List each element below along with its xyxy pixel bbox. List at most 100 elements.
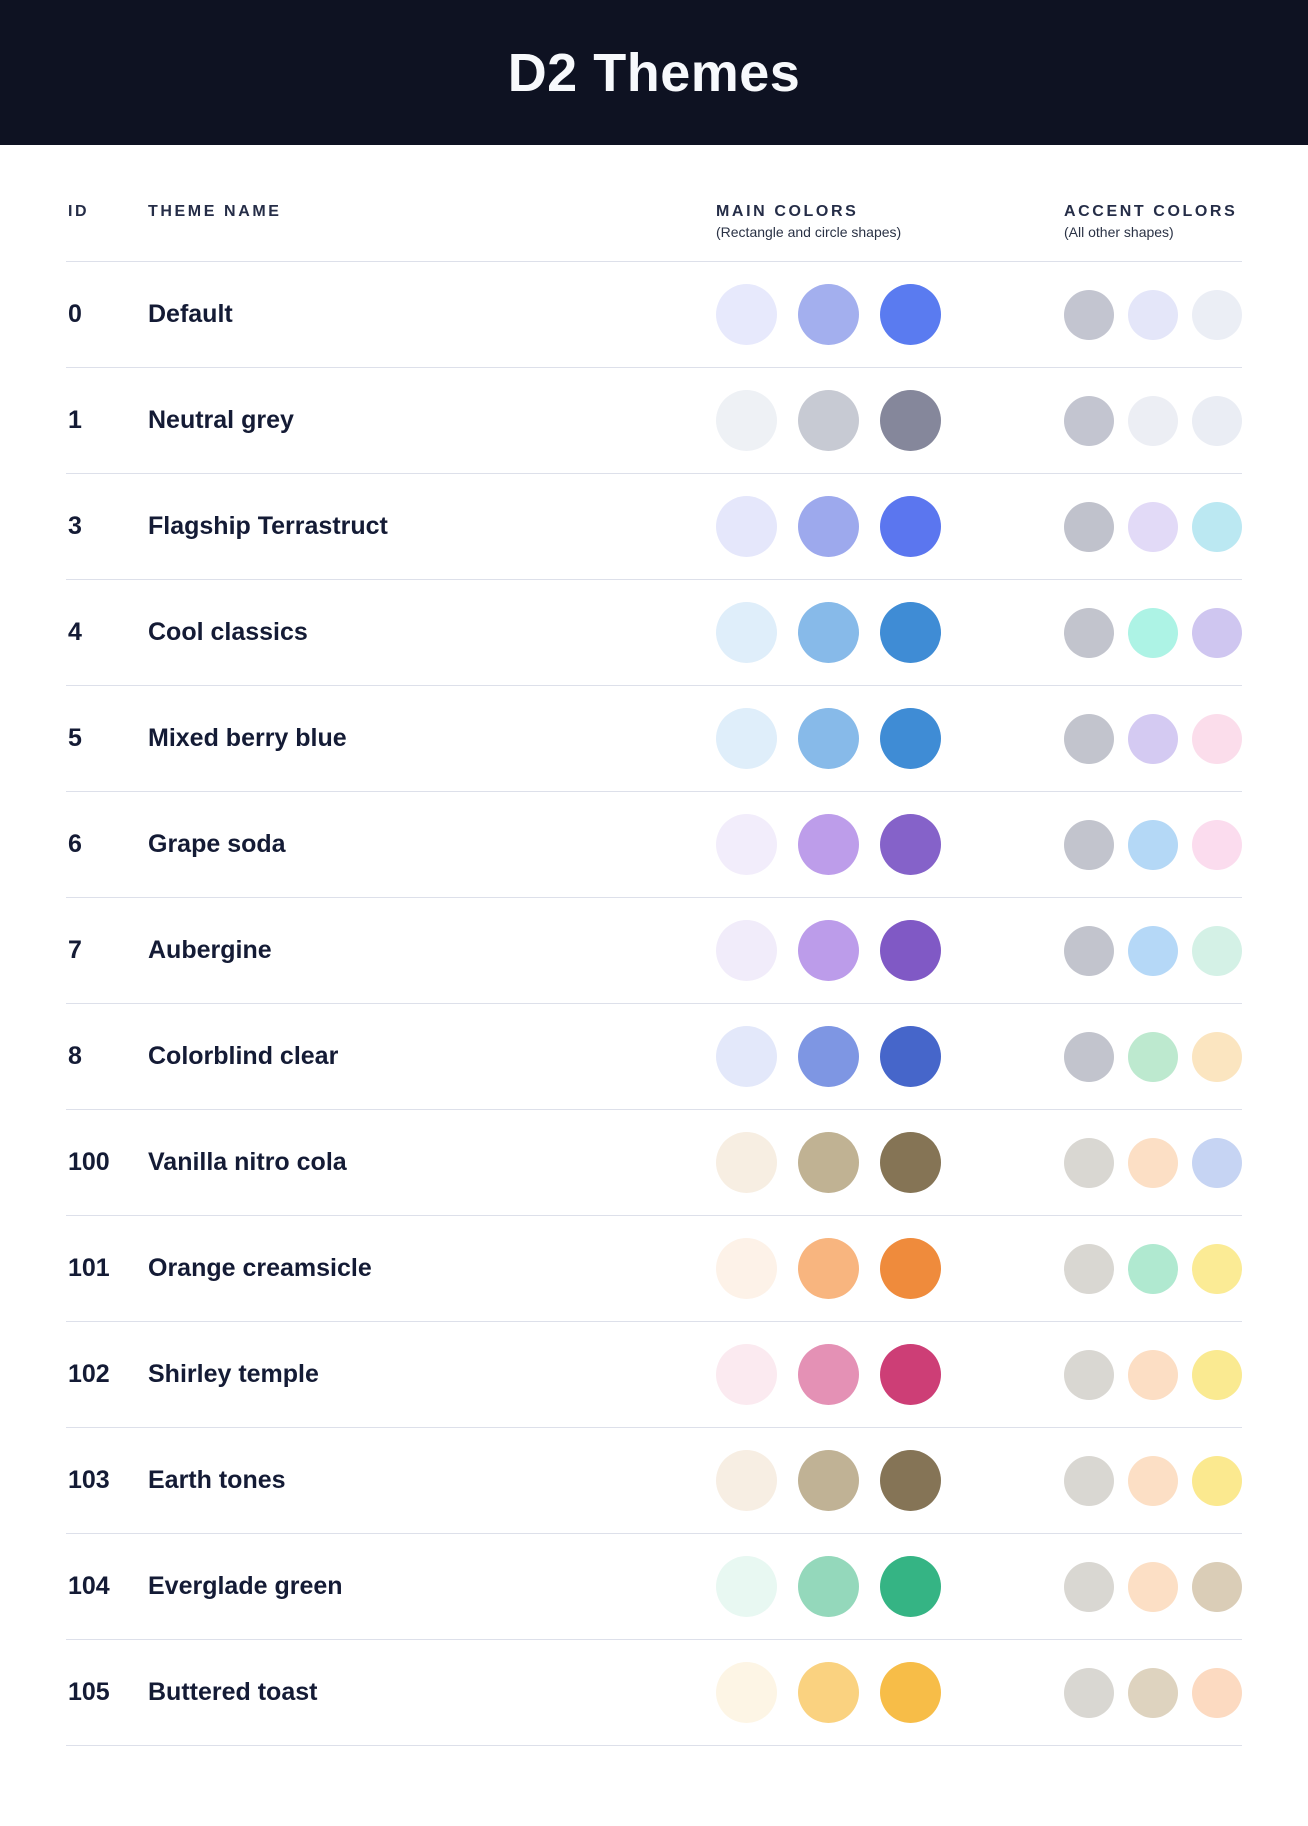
main-swatches [716, 1450, 974, 1511]
table-row: 102 Shirley temple [66, 1321, 1242, 1427]
accent-swatches [1064, 819, 1242, 870]
main-swatches [716, 284, 974, 345]
theme-name: Neutral grey [148, 406, 294, 434]
table-row: 101 Orange creamsicle [66, 1215, 1242, 1321]
table-row: 8 Colorblind clear [66, 1003, 1242, 1109]
main-color-swatch [880, 602, 941, 663]
theme-name: Colorblind clear [148, 1042, 339, 1070]
accent-color-swatch [1064, 1561, 1114, 1612]
accent-color-swatch [1128, 819, 1178, 870]
accent-color-swatch [1192, 1455, 1242, 1506]
table-row: 1 Neutral grey [66, 367, 1242, 473]
accent-swatches [1064, 289, 1242, 340]
accent-swatches [1064, 1561, 1242, 1612]
table-row: 5 Mixed berry blue [66, 685, 1242, 791]
main-color-swatch [880, 1132, 941, 1193]
accent-color-swatch [1128, 1349, 1178, 1400]
theme-id: 5 [68, 724, 82, 752]
main-color-swatch [880, 284, 941, 345]
accent-color-swatch [1192, 1667, 1242, 1718]
main-color-swatch [880, 1556, 941, 1617]
main-swatches [716, 814, 974, 875]
accent-color-swatch [1192, 819, 1242, 870]
theme-name: Mixed berry blue [148, 724, 347, 752]
main-color-swatch [716, 496, 777, 557]
main-color-swatch [716, 1132, 777, 1193]
main-color-swatch [880, 1026, 941, 1087]
accent-color-swatch [1064, 819, 1114, 870]
theme-id: 101 [68, 1254, 110, 1282]
main-swatches [716, 920, 974, 981]
table-row: 103 Earth tones [66, 1427, 1242, 1533]
column-header-main-colors: MAIN COLORS [716, 203, 859, 220]
accent-color-swatch [1064, 395, 1114, 446]
theme-name: Flagship Terrastruct [148, 512, 388, 540]
accent-color-swatch [1192, 1137, 1242, 1188]
accent-color-swatch [1128, 1243, 1178, 1294]
main-color-swatch [798, 708, 859, 769]
main-color-swatch [880, 1238, 941, 1299]
main-color-swatch [798, 1026, 859, 1087]
theme-name: Orange creamsicle [148, 1254, 372, 1282]
accent-swatches [1064, 1349, 1242, 1400]
accent-swatches [1064, 1031, 1242, 1082]
accent-color-swatch [1192, 289, 1242, 340]
theme-id: 103 [68, 1466, 110, 1494]
main-color-swatch [716, 1238, 777, 1299]
accent-color-swatch [1128, 1137, 1178, 1188]
main-color-swatch [798, 814, 859, 875]
main-color-swatch [716, 708, 777, 769]
main-color-swatch [880, 1450, 941, 1511]
main-color-swatch [880, 920, 941, 981]
main-color-swatch [716, 1344, 777, 1405]
accent-swatches [1064, 607, 1242, 658]
main-color-swatch [880, 1662, 941, 1723]
main-color-swatch [880, 708, 941, 769]
main-swatches [716, 1662, 974, 1723]
theme-id: 1 [68, 406, 82, 434]
main-color-swatch [798, 284, 859, 345]
table-row: 6 Grape soda [66, 791, 1242, 897]
table-column-headers: ID THEME NAME MAIN COLORS (Rectangle and… [66, 145, 1242, 261]
main-color-swatch [798, 1450, 859, 1511]
accent-color-swatch [1128, 1667, 1178, 1718]
accent-color-swatch [1064, 1243, 1114, 1294]
table-row: 4 Cool classics [66, 579, 1242, 685]
main-color-swatch [798, 1662, 859, 1723]
table-row: 100 Vanilla nitro cola [66, 1109, 1242, 1215]
accent-color-swatch [1128, 289, 1178, 340]
accent-swatches [1064, 501, 1242, 552]
accent-swatches [1064, 713, 1242, 764]
main-color-swatch [716, 390, 777, 451]
theme-table-body: 0 Default 1 Neutral grey 3 Flagship Terr… [66, 261, 1242, 1745]
main-color-swatch [716, 284, 777, 345]
theme-name: Everglade green [148, 1572, 343, 1600]
main-color-swatch [716, 1556, 777, 1617]
main-swatches [716, 1238, 974, 1299]
main-color-swatch [880, 1344, 941, 1405]
main-swatches [716, 1556, 974, 1617]
main-color-swatch [716, 1450, 777, 1511]
accent-color-swatch [1128, 395, 1178, 446]
main-color-swatch [798, 390, 859, 451]
theme-name: Buttered toast [148, 1678, 318, 1706]
column-header-accent-colors: ACCENT COLORS [1064, 203, 1238, 220]
accent-swatches [1064, 1137, 1242, 1188]
theme-name: Cool classics [148, 618, 308, 646]
accent-color-swatch [1192, 1031, 1242, 1082]
column-header-theme-name: THEME NAME [148, 203, 282, 220]
main-swatches [716, 708, 974, 769]
page-title: D2 Themes [507, 42, 801, 103]
theme-name: Earth tones [148, 1466, 286, 1494]
accent-swatches [1064, 1455, 1242, 1506]
main-color-swatch [798, 1556, 859, 1617]
main-color-swatch [798, 602, 859, 663]
accent-color-swatch [1064, 289, 1114, 340]
column-header-accent-colors-group: ACCENT COLORS (All other shapes) [1064, 201, 1242, 242]
main-color-swatch [798, 1238, 859, 1299]
theme-id: 8 [68, 1042, 82, 1070]
table-bottom-divider [66, 1745, 1242, 1746]
main-swatches [716, 1132, 974, 1193]
accent-swatches [1064, 1243, 1242, 1294]
accent-color-swatch [1064, 1137, 1114, 1188]
